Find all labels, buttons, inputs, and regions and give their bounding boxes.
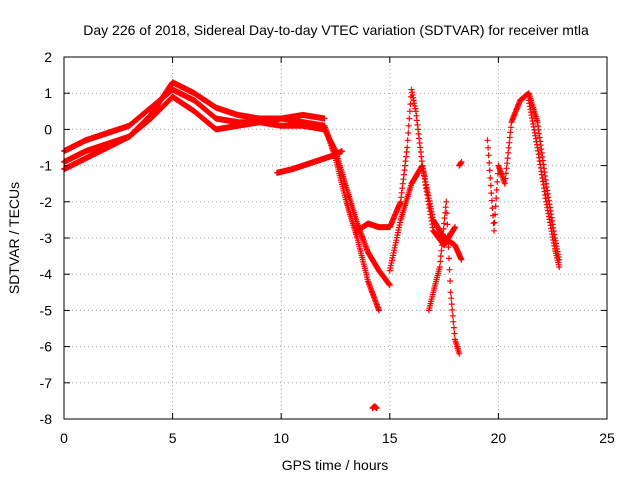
series-track-d (273, 148, 345, 176)
y-tick-label: 0 (44, 121, 52, 137)
data-markers (525, 97, 563, 270)
chart-title: Day 226 of 2018, Sidereal Day-to-day VTE… (83, 22, 589, 38)
series-track-h (456, 159, 465, 169)
axis-ticks: 0 5 10 15 20 25 -8 -7 -6 -5 -4 -3 -2 -1 0 1 2 (40, 49, 615, 446)
x-tick-label: 15 (382, 430, 398, 446)
x-tick-label: 0 (60, 430, 68, 446)
series-track-j (525, 97, 563, 270)
y-tick-label: -4 (40, 266, 53, 282)
y-axis-label: SDTVAR / TECUs (6, 182, 22, 294)
series-track-k (369, 403, 380, 412)
y-tick-label: -8 (40, 411, 53, 427)
x-tick-label: 20 (491, 430, 507, 446)
y-tick-label: 1 (44, 85, 52, 101)
series-track-g (425, 198, 463, 357)
data-markers (386, 162, 458, 274)
data-markers (484, 90, 563, 263)
y-tick-label: -6 (40, 339, 53, 355)
data-markers (369, 403, 380, 412)
series-track-f (386, 162, 458, 274)
y-tick-label: -3 (40, 230, 53, 246)
y-tick-label: 2 (44, 49, 52, 65)
data-markers (456, 159, 465, 169)
data-series (61, 79, 563, 412)
series-track-i (484, 90, 563, 263)
y-tick-label: -7 (40, 375, 53, 391)
x-tick-label: 5 (169, 430, 177, 446)
grid-lines (64, 57, 607, 419)
x-axis-label: GPS time / hours (282, 457, 389, 473)
data-markers (273, 148, 345, 176)
data-markers (425, 198, 463, 357)
y-tick-label: -5 (40, 302, 53, 318)
x-tick-label: 25 (599, 430, 615, 446)
y-tick-label: -1 (40, 158, 53, 174)
x-tick-label: 10 (273, 430, 289, 446)
y-tick-label: -2 (40, 194, 53, 210)
